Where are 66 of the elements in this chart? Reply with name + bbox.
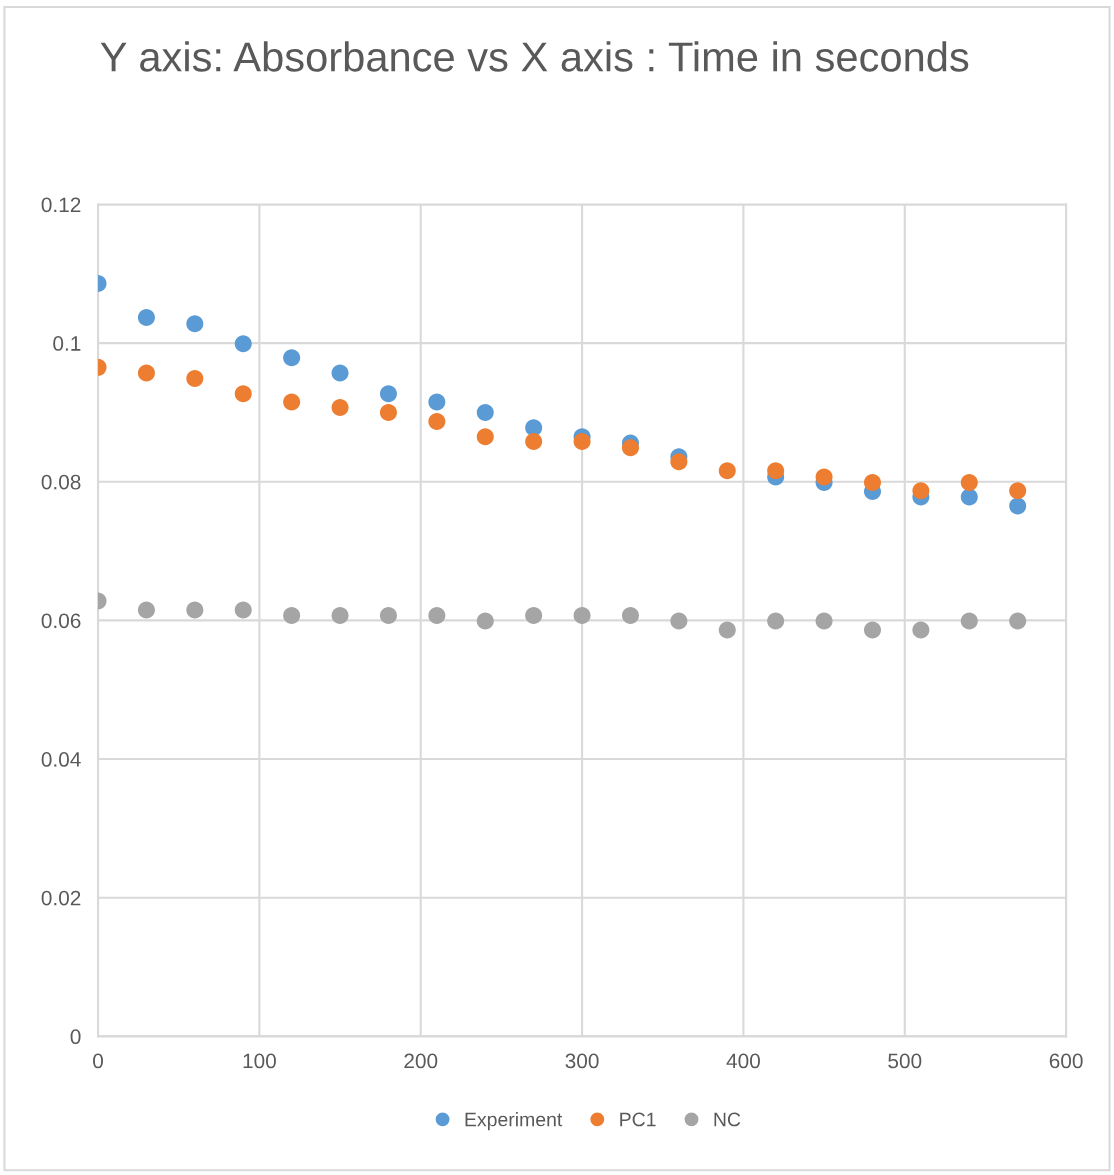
point	[863, 473, 881, 491]
x-tick-label: 0	[93, 1053, 104, 1069]
point	[283, 349, 301, 367]
point	[525, 433, 543, 451]
x-tick-label: 600	[1049, 1053, 1083, 1069]
y-tick-label: 0.1	[53, 336, 81, 351]
point	[379, 403, 397, 421]
point	[525, 607, 543, 625]
point	[379, 607, 397, 625]
legend-label: PC1	[620, 1112, 656, 1127]
x-tick-label: 500	[888, 1053, 922, 1069]
point	[331, 364, 349, 382]
point	[670, 612, 688, 630]
x-tick-label: 400	[726, 1053, 760, 1069]
y-tick-label: 0.08	[41, 474, 81, 490]
point	[815, 468, 833, 486]
point	[718, 462, 736, 480]
legend-label: Experiment	[465, 1112, 563, 1131]
point	[186, 369, 204, 387]
point	[428, 393, 446, 411]
point	[767, 462, 785, 480]
point	[331, 607, 349, 625]
point	[815, 612, 833, 630]
y-tick-label: 0.02	[41, 890, 81, 906]
point	[234, 601, 252, 619]
point	[573, 433, 591, 451]
point	[621, 439, 639, 457]
point	[863, 621, 881, 639]
point	[137, 308, 155, 326]
point	[621, 607, 639, 625]
point	[718, 621, 736, 639]
point	[670, 453, 688, 471]
point	[234, 385, 252, 403]
point	[912, 482, 930, 500]
point	[476, 428, 494, 446]
point	[234, 335, 252, 353]
y-tick-label: 0	[70, 1029, 81, 1045]
y-tick-label: 0.04	[41, 752, 81, 767]
point	[428, 607, 446, 625]
point	[912, 621, 930, 639]
point	[1009, 497, 1027, 515]
y-tick-label: 0.06	[41, 613, 81, 629]
point	[1009, 612, 1027, 630]
point	[186, 601, 204, 619]
point	[960, 473, 978, 491]
x-tick-label: 200	[404, 1053, 438, 1069]
point	[960, 488, 978, 506]
point	[283, 393, 301, 411]
x-tick-label: 300	[565, 1053, 599, 1069]
point	[137, 364, 155, 382]
point	[186, 315, 204, 333]
point	[476, 403, 494, 421]
point	[283, 607, 301, 625]
point	[767, 612, 785, 630]
legend-label: NC	[714, 1112, 741, 1127]
chart-title: Y axis: Absorbance vs X axis : Time in seconds	[100, 41, 969, 72]
point	[573, 607, 591, 625]
point	[428, 412, 446, 430]
point	[137, 601, 155, 619]
point	[1009, 482, 1027, 500]
point	[331, 399, 349, 417]
point	[476, 612, 494, 630]
x-tick-label: 100	[243, 1053, 276, 1069]
point	[379, 385, 397, 403]
point	[960, 612, 978, 630]
y-tick-label: 0.12	[41, 197, 81, 213]
